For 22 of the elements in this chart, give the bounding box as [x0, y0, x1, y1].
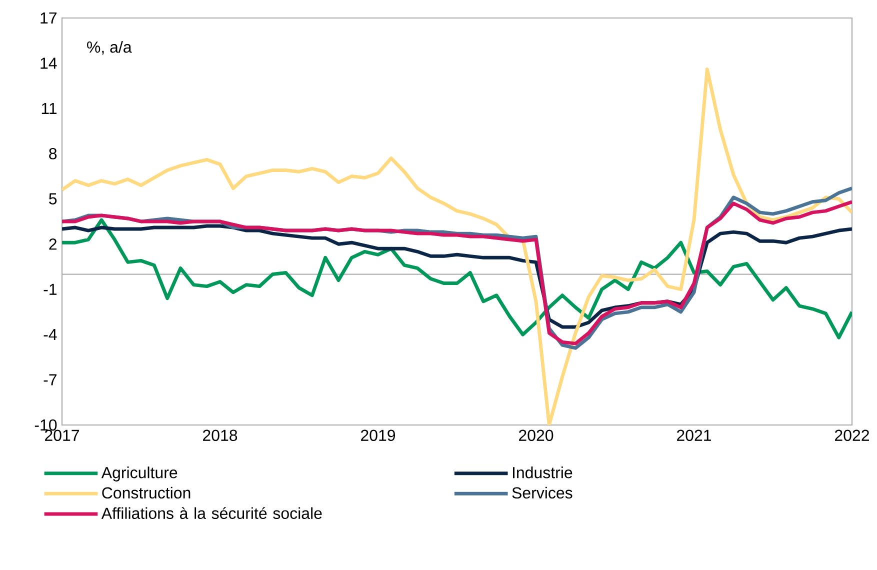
y-tick-label: 17: [40, 12, 56, 24]
y-tick-label: -10: [34, 419, 57, 431]
x-tick-label: 2022: [834, 430, 869, 442]
y-tick-label: 2: [49, 238, 56, 250]
y-tick-label: 14: [40, 58, 57, 69]
y-tick-label: -4: [44, 329, 57, 340]
x-tick-label: 2017: [45, 430, 79, 442]
legend-label: Agriculture: [101, 466, 178, 482]
x-tick-label: 2018: [203, 430, 238, 442]
annotation: %, a/a: [87, 41, 132, 55]
x-tick-label: 2021: [676, 430, 712, 442]
y-tick-label: -1: [44, 284, 57, 295]
legend-label: Industrie: [512, 466, 572, 478]
x-tick-label: 2020: [519, 430, 554, 442]
legend-label: Affiliations à la sécurité sociale: [101, 507, 322, 519]
y-tick-label: 11: [42, 102, 57, 114]
legend-label: Services: [512, 486, 572, 499]
legend-label: Construction: [102, 486, 190, 499]
x-tick-label: 2019: [361, 430, 396, 442]
y-tick-label: 5: [49, 193, 57, 204]
y-tick-label: -7: [44, 374, 56, 386]
y-tick-label: 8: [49, 148, 57, 160]
